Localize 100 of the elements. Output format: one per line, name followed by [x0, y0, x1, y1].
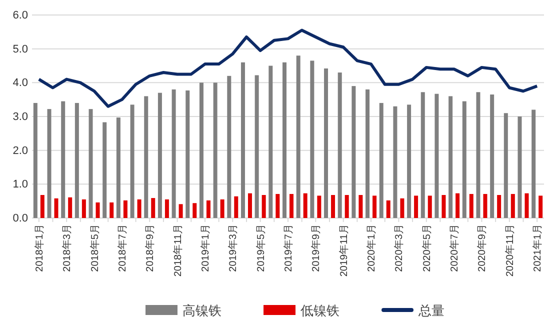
bar: [538, 196, 543, 218]
x-tick-label: 2021年1月: [532, 224, 544, 272]
bar: [110, 202, 114, 218]
bar: [227, 76, 232, 218]
x-tick-label: 2019年9月: [310, 224, 322, 272]
bar: [164, 199, 169, 218]
bar: [54, 198, 58, 218]
x-tick-label: 2020年9月: [476, 224, 488, 272]
legend-label: 高镍铁: [182, 303, 222, 319]
bar: [186, 90, 190, 218]
bar: [344, 194, 349, 218]
bar: [497, 194, 502, 218]
bar: [504, 113, 508, 218]
bar: [82, 199, 86, 218]
y-tick-label: 0.0: [12, 212, 28, 225]
x-tick-label: 2019年5月: [254, 224, 267, 272]
legend-label: 低镍铁: [300, 304, 340, 319]
bar: [310, 60, 314, 218]
bar: [262, 194, 266, 218]
bar: [448, 96, 453, 218]
bar: [324, 68, 328, 218]
x-tick-label: 2020年5月: [420, 224, 433, 272]
bar: [268, 66, 273, 218]
bar: [248, 193, 252, 218]
bar: [206, 200, 210, 218]
bar: [254, 75, 259, 218]
y-tick-label: 3.0: [12, 111, 28, 124]
x-tick-label: 2018年3月: [61, 224, 74, 272]
bar: [456, 193, 460, 218]
x-tick-label: 2020年7月: [448, 224, 461, 272]
bar: [476, 92, 480, 218]
bar: [303, 193, 308, 218]
bar: [524, 193, 529, 218]
x-tick-label: 2020年3月: [393, 224, 406, 272]
y-tick-label: 1.0: [12, 178, 28, 191]
bar: [338, 72, 342, 218]
x-tick-label: 2018年1月: [33, 224, 46, 272]
x-tick-label: 2018年9月: [144, 224, 156, 272]
bar: [137, 199, 142, 218]
y-tick-label: 6.0: [12, 10, 28, 22]
bar: [33, 102, 38, 218]
bar: [366, 89, 370, 218]
bar: [379, 102, 384, 218]
bar: [372, 196, 377, 218]
bar: [213, 82, 218, 218]
bar: [102, 122, 107, 218]
bar: [331, 194, 336, 218]
bar: [178, 204, 183, 218]
bar: [68, 197, 72, 218]
bar: [47, 109, 52, 218]
x-tick-label: 2018年5月: [88, 224, 101, 272]
x-tick-label: 2020年1月: [366, 224, 378, 272]
bar: [276, 194, 280, 218]
bar: [144, 96, 148, 218]
bar: [116, 118, 120, 218]
x-tick-label: 2019年1月: [199, 224, 212, 272]
bar: [74, 102, 79, 218]
bar: [123, 200, 128, 218]
bar: [192, 203, 197, 218]
bar: [172, 89, 176, 218]
bar: [296, 56, 300, 218]
bar: [469, 194, 474, 218]
bar: [317, 196, 322, 218]
bar: [400, 198, 404, 218]
y-tick-label: 4.0: [12, 77, 28, 90]
x-tick-label: 2018年7月: [116, 224, 128, 272]
bar: [434, 94, 439, 218]
bar: [61, 101, 66, 218]
legend-label: 总量: [418, 304, 444, 319]
bar: [532, 110, 536, 218]
bar: [234, 196, 238, 218]
bar: [88, 109, 93, 218]
bar: [386, 200, 390, 218]
x-tick-label: 2018年11月: [172, 224, 184, 277]
line-series: [37, 28, 539, 108]
bar: [158, 92, 162, 218]
bar: [352, 86, 356, 218]
x-tick-label: 2019年3月: [227, 224, 240, 272]
bar: [220, 199, 224, 218]
bar: [462, 101, 466, 218]
bar: [290, 194, 294, 218]
bar: [151, 198, 156, 218]
bar: [510, 194, 515, 218]
bar: [393, 106, 398, 218]
bar: [130, 104, 134, 218]
x-tick-label: 2019年11月: [338, 224, 350, 277]
x-tick-label: 2020年11月: [504, 224, 516, 277]
bar: [483, 194, 488, 218]
y-tick-label: 2.0: [12, 144, 28, 157]
bar: [358, 194, 363, 218]
bar: [420, 92, 425, 218]
bar: [428, 196, 432, 218]
bar: [414, 196, 418, 218]
x-tick-label: 2019年7月: [282, 224, 294, 272]
bar: [490, 94, 494, 218]
y-tick-label: 5.0: [12, 43, 28, 56]
bar: [96, 202, 100, 218]
bar: [407, 104, 412, 218]
bar: [240, 62, 245, 218]
bar: [282, 62, 286, 218]
